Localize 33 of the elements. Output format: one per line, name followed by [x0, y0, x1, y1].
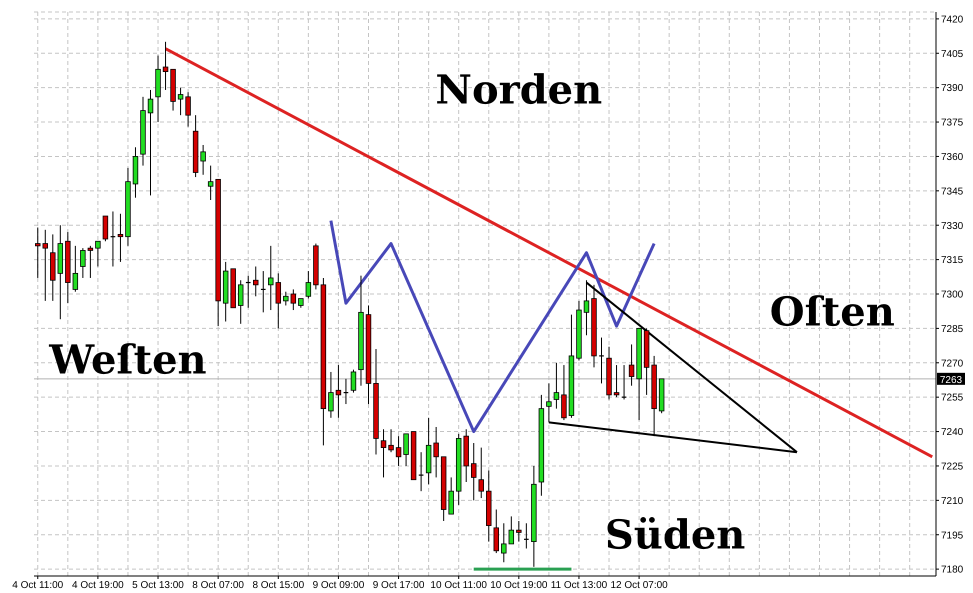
ref-line-label: 7263 — [940, 374, 963, 386]
y-tick-label: 7225 — [941, 462, 964, 472]
y-tick-label: 7270 — [941, 358, 964, 370]
y-tick-label: 7375 — [941, 118, 964, 129]
annotation: Oſten — [770, 288, 895, 336]
x-tick-label: 12 Oct 07:00 — [610, 580, 668, 592]
annotation: Norden — [435, 66, 602, 114]
x-tick-label: 11 Oct 13:00 — [550, 580, 608, 592]
annotation: Weſten — [49, 336, 207, 384]
x-tick-label: 9 Oct 09:00 — [312, 580, 365, 592]
y-tick-label: 7285 — [941, 324, 964, 335]
x-tick-label: 10 Oct 11:00 — [430, 580, 488, 592]
y-tick-label: 7405 — [941, 48, 964, 60]
y-tick-label: 7210 — [941, 496, 964, 507]
y-tick-label: 7315 — [941, 255, 964, 266]
y-tick-label: 7180 — [941, 564, 964, 576]
y-tick-label: 7345 — [941, 186, 964, 198]
x-tick-label: 4 Oct 19:00 — [72, 580, 124, 592]
annotation: Süden — [604, 511, 746, 558]
y-tick-label: 7255 — [941, 392, 964, 404]
x-tick-label: 9 Oct 17:00 — [372, 580, 425, 592]
x-tick-label: 5 Oct 13:00 — [132, 580, 184, 592]
y-tick-label: 7240 — [941, 427, 964, 438]
y-tick-label: 7360 — [941, 152, 964, 163]
x-tick-label: 8 Oct 07:00 — [192, 580, 244, 592]
y-tick-label: 7195 — [941, 530, 964, 542]
y-tick-label: 7420 — [941, 14, 964, 26]
y-tick-label: 7300 — [941, 290, 964, 301]
x-tick-label: 4 Oct 11:00 — [12, 580, 64, 592]
y-tick-label: 7330 — [941, 220, 964, 232]
x-tick-label: 8 Oct 15:00 — [252, 580, 305, 592]
y-tick-label: 7390 — [941, 83, 964, 94]
x-tick-label: 10 Oct 19:00 — [490, 580, 548, 592]
